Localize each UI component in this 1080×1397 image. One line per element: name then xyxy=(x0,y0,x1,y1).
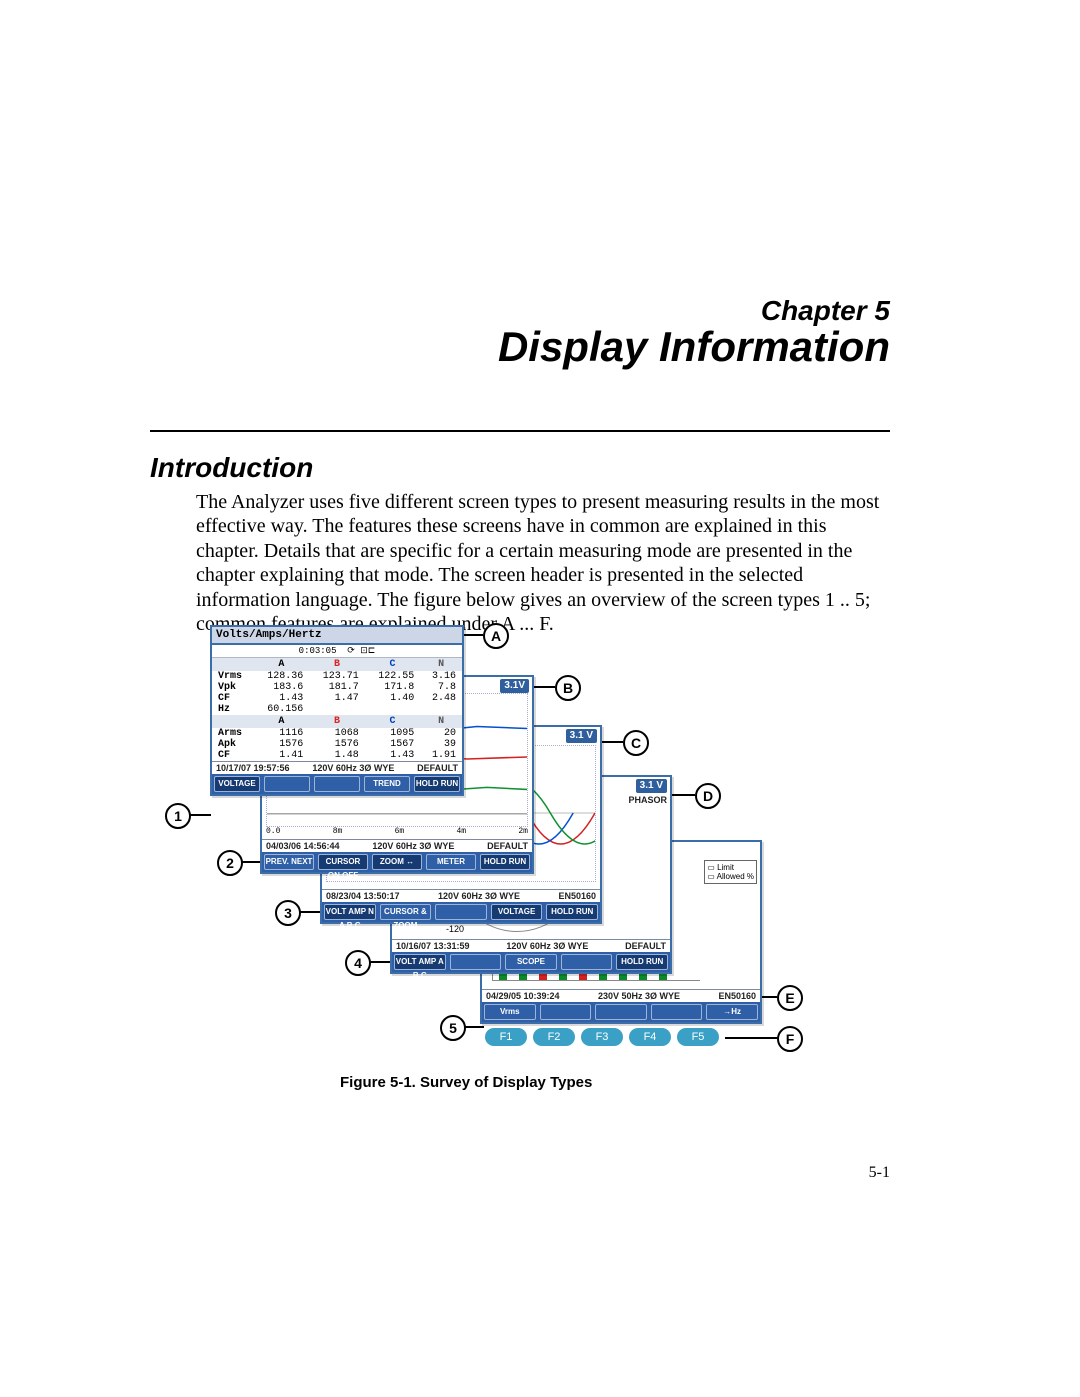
intro-paragraph: The Analyzer uses five different screen … xyxy=(196,490,886,636)
panel-4-softkeys: VOLT AMP A B CSCOPEHOLD RUN xyxy=(392,952,670,972)
section-title: Introduction xyxy=(150,452,313,484)
callout-1: 1 xyxy=(165,803,191,829)
panel-1-softkeys: VOLTAGETRENDHOLD RUN xyxy=(212,774,462,794)
panel-4-phasor-label: PHASOR xyxy=(628,795,667,805)
panel-3-status: 08/23/04 13:50:17120V 60Hz 3Ø WYEEN50160 xyxy=(322,889,600,902)
fkey-f2[interactable]: F2 xyxy=(533,1028,575,1046)
callout-3: 3 xyxy=(275,900,301,926)
callout-4: 4 xyxy=(345,950,371,976)
panel-1-title: Volts/Amps/Hertz xyxy=(212,627,462,645)
callout-b: B xyxy=(555,675,581,701)
figure-5-1: Volts/Amps/Hertz 0:03:05 ⟳ ⊡⊏ ABCN Vrms1… xyxy=(205,625,800,1065)
fkey-row: F1 F2 F3 F4 F5 xyxy=(485,1028,719,1046)
callout-c: C xyxy=(623,730,649,756)
panel-5-legend: ▭ Limit▭ Allowed % xyxy=(704,860,757,884)
callout-2: 2 xyxy=(217,850,243,876)
page-number: 5-1 xyxy=(869,1164,890,1182)
panel-3-badge: 3.1 V xyxy=(566,729,597,743)
callout-d: D xyxy=(695,783,721,809)
panel-1-timecode: 0:03:05 xyxy=(299,646,337,656)
panel-4-badge: 3.1 V xyxy=(636,779,667,793)
heading-rule xyxy=(150,430,890,432)
panel-2-status: 04/03/06 14:56:44120V 60Hz 3Ø WYEDEFAULT xyxy=(262,839,532,852)
fkey-f1[interactable]: F1 xyxy=(485,1028,527,1046)
callout-a: A xyxy=(483,623,509,649)
panel-2-badge: 3.1V xyxy=(500,679,529,693)
panel-1-volt-table: ABCN Vrms128.36123.71122.553.16 Vpk183.6… xyxy=(212,658,462,761)
fkey-f3[interactable]: F3 xyxy=(581,1028,623,1046)
panel-4-status: 10/16/07 13:31:59120V 60Hz 3Ø WYEDEFAULT xyxy=(392,939,670,952)
figure-caption: Figure 5-1. Survey of Display Types xyxy=(340,1074,592,1091)
callout-5: 5 xyxy=(440,1015,466,1041)
fkey-f4[interactable]: F4 xyxy=(629,1028,671,1046)
phasor-axis-120n: -120 xyxy=(446,924,464,934)
panel-3-softkeys: VOLT AMP N A B CCURSOR & ZOOMVOLTAGEHOLD… xyxy=(322,902,600,922)
chapter-title: Display Information xyxy=(498,323,890,371)
callout-e: E xyxy=(777,985,803,1011)
panel-5-status: 04/29/05 10:39:24230V 50Hz 3Ø WYEEN50160 xyxy=(482,989,760,1002)
fkey-f5[interactable]: F5 xyxy=(677,1028,719,1046)
panel-1-status: 10/17/07 19:57:56120V 60Hz 3Ø WYEDEFAULT xyxy=(212,761,462,774)
panel-5-softkeys: Vrms→Hz xyxy=(482,1002,760,1022)
panel-2-softkeys: PREV. NEXTCURSOR ON OFFZOOM ↔METERHOLD R… xyxy=(262,852,532,872)
panel-1-meter: Volts/Amps/Hertz 0:03:05 ⟳ ⊡⊏ ABCN Vrms1… xyxy=(210,625,464,796)
callout-f: F xyxy=(777,1026,803,1052)
